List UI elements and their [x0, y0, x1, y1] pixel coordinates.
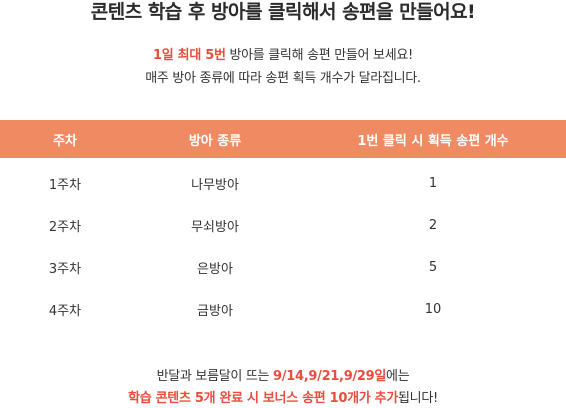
bonus-reward-highlight: 학습 콘텐츠 5개 완료 시 보너스 송편 10개가 추가 [128, 391, 399, 406]
reward-table: 주차 방아 종류 1번 클릭 시 획득 송편 개수 1주차 나무방아 1 2주차… [0, 120, 566, 330]
bonus-line-2-suffix: 됩니다! [398, 391, 438, 406]
bonus-line-1-prefix: 반달과 보름달이 뜨는 [156, 369, 274, 384]
intro-text: 1일 최대 5번 방아를 클릭해 송편 만들어 보세요! 매주 방아 종류에 따… [0, 44, 566, 90]
table-row: 4주차 금방아 10 [0, 288, 566, 330]
page-title: 콘텐츠 학습 후 방아를 클릭해서 송편을 만들어요! [90, 1, 476, 23]
bonus-line-2: 학습 콘텐츠 5개 완료 시 보너스 송편 10개가 추가됩니다! [0, 388, 566, 408]
cell-count: 2 [428, 217, 438, 233]
cell-mill-type: 금방아 [197, 303, 233, 319]
header-week: 주차 [53, 133, 77, 149]
header-songpyeon-count: 1번 클릭 시 획득 송편 개수 [357, 133, 509, 149]
bonus-line-1: 반달과 보름달이 뜨는 9/14,9/21,9/29일에는 [0, 366, 566, 388]
cell-week: 2주차 [48, 219, 82, 235]
table-row: 1주차 나무방아 1 [0, 162, 566, 204]
daily-limit-highlight: 1일 최대 5번 [153, 48, 226, 63]
intro-line-1: 1일 최대 5번 방아를 클릭해 송편 만들어 보세요! [0, 44, 566, 67]
intro-line-2: 매주 방아 종류에 따라 송편 획득 개수가 달라집니다. [145, 71, 421, 86]
bonus-dates-highlight: 9/14,9/21,9/29일 [273, 369, 387, 384]
cell-week: 3주차 [48, 261, 82, 277]
cell-count: 1 [428, 175, 438, 191]
table-body: 1주차 나무방아 1 2주차 무쇠방아 2 3주차 은방아 5 4주차 금방아 … [0, 158, 566, 330]
cell-mill-type: 은방아 [197, 261, 233, 277]
table-header: 주차 방아 종류 1번 클릭 시 획득 송편 개수 [0, 120, 566, 158]
cell-mill-type: 무쇠방아 [191, 219, 239, 235]
cell-mill-type: 나무방아 [191, 177, 239, 193]
table-row: 2주차 무쇠방아 2 [0, 204, 566, 246]
cell-count: 10 [424, 301, 442, 317]
cell-count: 5 [428, 259, 438, 275]
header-mill-type: 방아 종류 [188, 133, 242, 149]
bonus-line-1-suffix: 에는 [386, 369, 410, 384]
cell-week: 1주차 [48, 177, 82, 193]
bonus-notice: 반달과 보름달이 뜨는 9/14,9/21,9/29일에는 학습 콘텐츠 5개 … [0, 366, 566, 408]
intro-line-1-rest: 방아를 클릭해 송편 만들어 보세요! [225, 48, 413, 63]
cell-week: 4주차 [48, 303, 82, 319]
table-row: 3주차 은방아 5 [0, 246, 566, 288]
